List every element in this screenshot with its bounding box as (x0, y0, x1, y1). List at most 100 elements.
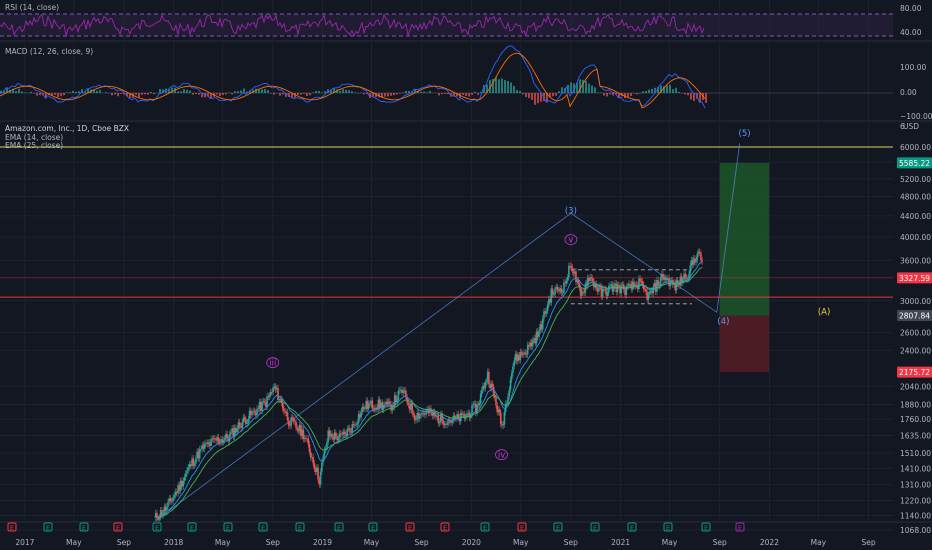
macd-histogram-bar (30, 91, 32, 93)
candle-body (631, 281, 634, 290)
candle-body (513, 360, 515, 367)
macd-histogram-bar (240, 90, 242, 93)
candle-body (227, 438, 230, 442)
candle-body (420, 413, 422, 416)
candle-body (530, 342, 533, 347)
candle-body (192, 458, 195, 466)
macd-histogram-bar (96, 90, 98, 93)
time-axis-tick: May (215, 538, 231, 547)
earnings-marker-label: E (371, 524, 375, 532)
macd-histogram-bar (663, 86, 665, 93)
candle-body (646, 292, 648, 300)
macd-histogram-bar (645, 91, 647, 93)
macd-histogram-bar (525, 93, 527, 98)
earnings-marker (295, 522, 305, 532)
earnings-marker (553, 522, 563, 532)
candle-body (629, 283, 631, 285)
macd-histogram-bar (351, 91, 353, 93)
candle-body (451, 420, 454, 423)
macd-histogram-bar (654, 87, 656, 93)
macd-histogram-bar (375, 93, 377, 98)
candle-body (176, 491, 178, 494)
candle-body (364, 408, 366, 410)
candle-body (316, 467, 318, 472)
candle-body (331, 433, 333, 438)
candle-body (361, 406, 364, 412)
candle-body (616, 284, 619, 293)
earnings-marker-label: E (520, 524, 524, 532)
macd-histogram-bar (510, 82, 512, 93)
macd-histogram-bar (327, 89, 329, 93)
candle-body (462, 414, 465, 416)
candle-body (512, 366, 514, 374)
candle-body (477, 404, 480, 406)
candle-body (430, 408, 432, 413)
candle-body (253, 410, 256, 413)
macd-histogram-bar (339, 90, 341, 93)
macd-histogram-bar (396, 93, 398, 95)
macd-histogram-bar (570, 82, 572, 93)
candle-body (292, 419, 295, 421)
candle-body (300, 424, 302, 437)
price-axis-tick: 2040.00 (900, 382, 931, 391)
macd-histogram-bar (63, 93, 65, 96)
time-axis-tick: 2021 (611, 538, 630, 547)
macd-histogram-bar (267, 90, 269, 93)
candle-body (483, 385, 485, 389)
candle-body (695, 259, 697, 263)
candle-body (484, 382, 487, 389)
price-tag: 2807.84 (897, 310, 932, 322)
candle-body (472, 404, 475, 406)
candle-body (407, 402, 410, 405)
rsi-label: RSI (14, close) (5, 3, 60, 12)
candle-body (351, 424, 354, 433)
candle-body (210, 438, 212, 446)
macd-histogram-bar (183, 89, 185, 93)
candle-body (670, 280, 673, 282)
candle-body (230, 432, 232, 435)
candle-body (546, 304, 549, 311)
wave-label-circle (495, 449, 508, 461)
candle-body (371, 400, 374, 409)
rsi-tick: 80.00 (900, 4, 922, 13)
macd-histogram-bar (81, 89, 83, 93)
macd-histogram-bar (186, 89, 188, 93)
macd-histogram-bar (348, 90, 350, 93)
candle-body (435, 414, 437, 417)
macd-histogram-bar (426, 92, 428, 93)
macd-histogram-bar (522, 93, 524, 95)
candle-body (405, 390, 407, 398)
candle-body (174, 491, 177, 496)
earnings-marker (735, 522, 745, 532)
macd-histogram-bar (612, 93, 614, 96)
candle-body (622, 284, 625, 290)
candle-body (278, 399, 280, 401)
rsi-band (0, 14, 893, 36)
macd-histogram-bar (558, 91, 560, 93)
candle-body (347, 428, 350, 429)
macd-histogram-bar (180, 91, 182, 93)
candle-body (544, 311, 546, 314)
candle-body (203, 443, 206, 449)
wave-label: v (568, 236, 573, 246)
macd-histogram-bar (573, 83, 575, 93)
candle-body (520, 352, 523, 355)
candle-body (269, 391, 272, 396)
macd-histogram-bar (537, 93, 539, 104)
wave-label: (5) (739, 129, 751, 139)
candle-body (401, 389, 403, 393)
candle-body (421, 413, 424, 414)
candle-body (467, 412, 470, 414)
macd-histogram-bar (18, 88, 20, 93)
candle-body (540, 324, 543, 330)
macd-histogram-bar (216, 93, 218, 95)
macd-histogram-bar (36, 93, 38, 96)
candle-body (337, 438, 340, 441)
macd-histogram-bar (168, 89, 170, 93)
macd-histogram-bar (588, 83, 590, 93)
macd-histogram-bar (129, 93, 131, 98)
macd-histogram-bar (330, 89, 332, 93)
candle-body (539, 324, 542, 331)
candle-body (397, 390, 400, 400)
